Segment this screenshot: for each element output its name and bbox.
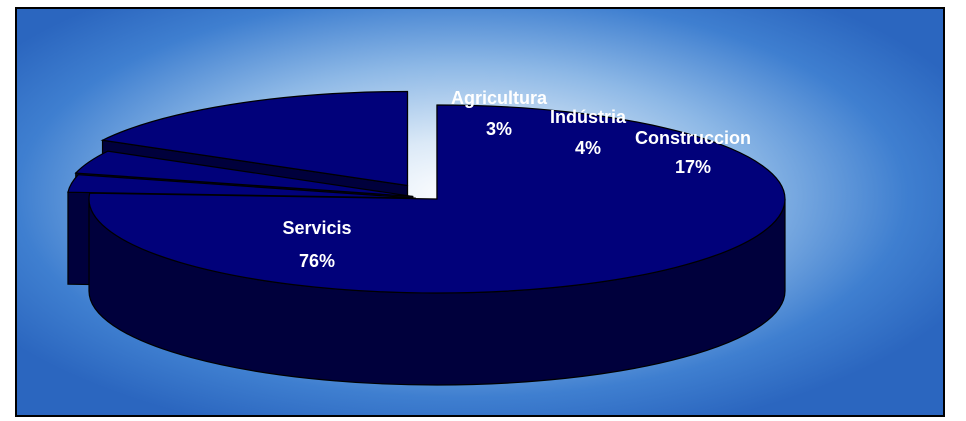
pie-chart: Servicis 76% Agricultura 3% Indústria 4% Const…	[67, 88, 786, 386]
label-construccion-percent: 17%	[675, 157, 711, 177]
chart-frame: Servicis 76% Agricultura 3% Indústria 4% Const…	[15, 7, 945, 417]
slice-construccion	[100, 90, 409, 187]
slice-ind-stria	[74, 150, 413, 198]
slice-servicis	[88, 104, 786, 294]
label-construccion-name: Construccion	[635, 128, 751, 148]
label-ind-stria-name: Indústria	[550, 107, 627, 127]
label-servicis-percent: 76%	[299, 251, 335, 271]
label-ind-stria-percent: 4%	[575, 138, 601, 158]
label-agricultura-name: Agricultura	[451, 88, 548, 108]
label-agricultura-percent: 3%	[486, 119, 512, 139]
label-servicis-name: Servicis	[282, 218, 351, 238]
slice-agricultura	[67, 174, 416, 199]
